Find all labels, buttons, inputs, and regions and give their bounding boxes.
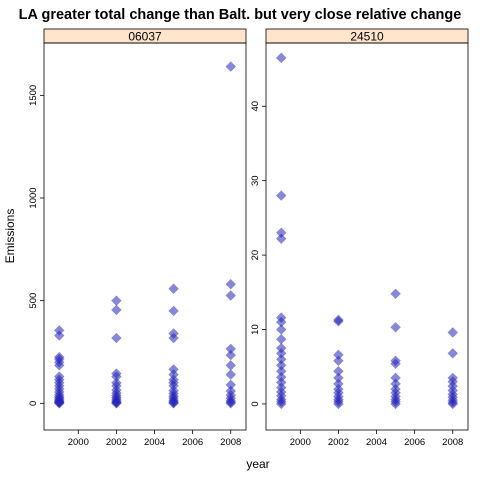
data-point <box>168 305 179 317</box>
data-point <box>390 358 401 369</box>
points-24510 <box>276 52 458 410</box>
x-tick-label: 2006 <box>404 437 425 448</box>
chart-title: LA greater total change than Balt. but v… <box>19 7 462 23</box>
data-point <box>447 398 458 410</box>
data-point <box>168 283 179 294</box>
y-tick-label: 20 <box>250 250 261 261</box>
y-tick-label: 0 <box>28 401 39 406</box>
x-tick-label: 2000 <box>68 437 89 448</box>
data-point <box>225 61 236 72</box>
data-point <box>276 354 287 365</box>
data-point <box>390 288 401 300</box>
y-tick-label: 10 <box>250 324 261 335</box>
y-tick-label: 0 <box>250 401 261 406</box>
data-point <box>168 332 179 344</box>
data-point <box>333 372 344 384</box>
x-tick-label: 2000 <box>290 437 311 448</box>
strip-label: 24510 <box>350 30 384 44</box>
data-point <box>276 366 287 377</box>
panel-frame <box>43 42 247 431</box>
x-tick-label: 2004 <box>366 437 387 448</box>
panels-group: 06037 2000 2002 2004 2006 2008 0 500 1000 1500 245… <box>28 28 469 448</box>
data-point <box>276 360 287 371</box>
data-point <box>333 378 344 390</box>
y-tick-label: 1000 <box>28 187 39 208</box>
data-point <box>276 377 287 388</box>
y-tick-label: 500 <box>28 293 39 309</box>
data-point <box>54 398 65 409</box>
x-tick-label: 2004 <box>144 437 165 448</box>
data-point <box>225 360 236 371</box>
x-tick-label: 2008 <box>442 437 463 448</box>
data-point <box>333 366 344 377</box>
data-point <box>447 348 458 359</box>
data-point <box>276 371 287 383</box>
data-point <box>276 190 287 201</box>
panel-frame <box>265 42 469 431</box>
y-tick-label: 30 <box>250 175 261 186</box>
x-tick-label: 2008 <box>220 437 241 448</box>
x-axis-label: year <box>246 457 269 471</box>
y-axis-label: Emissions <box>3 209 17 264</box>
x-tick-label: 2002 <box>328 437 349 448</box>
data-point <box>390 378 401 390</box>
data-point <box>225 379 236 391</box>
data-point <box>276 52 287 64</box>
data-point <box>276 324 287 335</box>
points-06037 <box>54 61 236 409</box>
data-point <box>225 349 236 361</box>
data-point <box>225 398 236 409</box>
x-tick-label: 2002 <box>106 437 127 448</box>
data-point <box>390 322 401 333</box>
panel-06037: 06037 2000 2002 2004 2006 2008 0 500 1000 1500 <box>28 28 247 448</box>
data-point <box>225 290 236 301</box>
data-point <box>54 330 65 341</box>
data-point <box>333 355 344 366</box>
data-point <box>225 343 236 355</box>
data-point <box>447 327 458 338</box>
strip-label: 06037 <box>128 30 162 44</box>
panel-24510: 24510 2000 2002 2004 2006 2008 0 10 20 30 40 <box>250 28 469 448</box>
data-point <box>111 295 122 306</box>
data-point <box>276 398 287 410</box>
data-point <box>225 279 236 290</box>
data-point <box>168 398 179 409</box>
data-point <box>333 316 344 327</box>
y-tick-label: 1500 <box>28 85 39 106</box>
data-point <box>54 360 65 371</box>
data-point <box>276 334 287 345</box>
data-point <box>390 398 401 410</box>
data-point <box>276 342 287 354</box>
data-point <box>111 371 122 382</box>
data-point <box>390 372 401 384</box>
data-point <box>276 316 287 328</box>
data-point <box>333 398 344 410</box>
data-point <box>111 332 122 344</box>
data-point <box>276 348 287 359</box>
data-point <box>333 349 344 361</box>
x-tick-label: 2006 <box>182 437 203 448</box>
data-point <box>276 227 287 238</box>
data-point <box>111 304 122 316</box>
data-point <box>276 233 287 244</box>
data-point <box>111 398 122 409</box>
y-tick-label: 40 <box>250 101 261 112</box>
data-point <box>225 369 236 380</box>
